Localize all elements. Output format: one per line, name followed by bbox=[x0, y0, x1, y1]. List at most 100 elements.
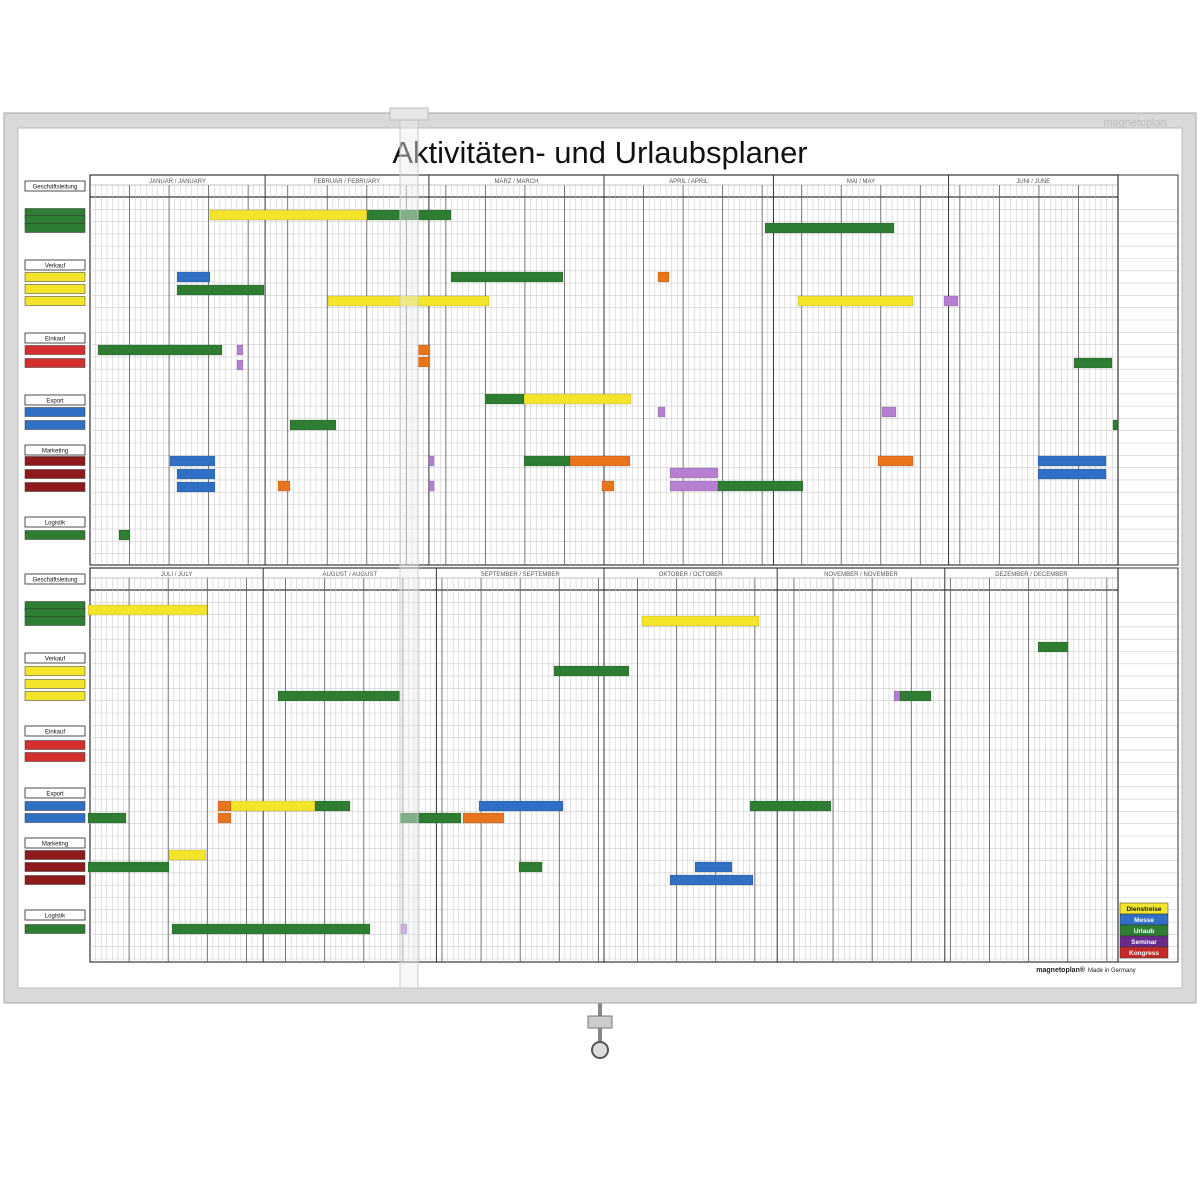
magnet-strip bbox=[893, 690, 901, 702]
magnet-strip bbox=[428, 455, 435, 467]
month-label: JUNI / JUNE bbox=[1016, 179, 1050, 185]
magnet-strip bbox=[314, 800, 351, 812]
magnet-strip bbox=[277, 480, 291, 492]
magnet-strip bbox=[877, 455, 914, 467]
magnet-strip bbox=[217, 812, 232, 824]
magnet-strip bbox=[400, 923, 408, 935]
title: Aktivitäten- und Urlaubsplaner bbox=[392, 135, 807, 170]
department-label: Export bbox=[46, 399, 64, 405]
magnet-strip bbox=[462, 812, 505, 824]
magnet-strip bbox=[899, 690, 932, 702]
person-tag bbox=[24, 801, 86, 811]
person-tag bbox=[24, 530, 86, 540]
department-label: Logistik bbox=[45, 914, 66, 920]
magnet-strip bbox=[168, 849, 207, 861]
person-tag bbox=[24, 215, 86, 225]
magnet-strip bbox=[657, 406, 666, 418]
person-tag bbox=[24, 223, 86, 233]
magnet-strip bbox=[327, 295, 490, 307]
person-tag bbox=[24, 456, 86, 466]
magnet-strip bbox=[669, 467, 719, 479]
department-label: Einkauf bbox=[45, 337, 65, 343]
magnet-strip bbox=[87, 812, 127, 824]
month-label: MÄRZ / MARCH bbox=[494, 178, 538, 185]
ruler bbox=[399, 109, 419, 989]
magnet-strip bbox=[289, 419, 337, 431]
person-tag bbox=[24, 666, 86, 676]
magnet-strip bbox=[176, 271, 211, 283]
person-tag bbox=[24, 420, 86, 430]
month-label: AUGUST / AUGUST bbox=[323, 572, 378, 578]
magnet-strip bbox=[217, 800, 232, 812]
magnet-strip bbox=[523, 393, 632, 405]
magnet-strip bbox=[176, 481, 216, 493]
ruler-top bbox=[389, 107, 429, 121]
magnet-strip bbox=[523, 455, 571, 467]
footer-origin: Made in Germany bbox=[1088, 968, 1136, 974]
person-tag bbox=[24, 924, 86, 934]
magnet-strip bbox=[236, 359, 244, 371]
magnet-strip bbox=[717, 480, 804, 492]
magnet-strip bbox=[1037, 455, 1107, 467]
department-label: Geschäftsleitung bbox=[33, 185, 78, 191]
magnet-strip bbox=[1073, 357, 1113, 369]
person-tag bbox=[24, 740, 86, 750]
footer-brand: magnetoplan® bbox=[1036, 966, 1086, 974]
person-tag bbox=[24, 358, 86, 368]
person-tag bbox=[24, 875, 86, 885]
department-tag bbox=[24, 725, 86, 737]
department-label: Marketing bbox=[42, 449, 68, 455]
month-label: MAI / MAY bbox=[847, 179, 875, 185]
person-tag bbox=[24, 691, 86, 701]
legend-swatch bbox=[1119, 946, 1169, 959]
magnet-strip bbox=[87, 861, 170, 873]
magnet-strip bbox=[553, 665, 630, 677]
person-tag bbox=[24, 469, 86, 479]
magnet-strip bbox=[749, 800, 832, 812]
magnet-strip bbox=[1037, 641, 1069, 653]
department-tag bbox=[24, 332, 86, 344]
person-tag bbox=[24, 616, 86, 626]
department-label: Marketing bbox=[42, 842, 68, 848]
person-tag bbox=[24, 862, 86, 872]
magnet-strip bbox=[87, 604, 208, 616]
department-tag bbox=[24, 259, 86, 271]
magnet-strip bbox=[236, 344, 244, 356]
month-label: SEPTEMBER / SEPTEMBER bbox=[481, 572, 561, 578]
department-label: Geschäftsleitung bbox=[33, 578, 78, 584]
person-tag bbox=[24, 608, 86, 618]
department-tag bbox=[24, 444, 86, 456]
magnet-strip bbox=[169, 455, 216, 467]
grid: JANUAR / JANUARY FEBRUAR / FEBRUARY MÄRZ /… bbox=[24, 174, 1179, 963]
department-tag bbox=[24, 180, 86, 192]
department-label: Export bbox=[46, 792, 64, 798]
person-tag bbox=[24, 345, 86, 355]
legend-label: Urlaub bbox=[1134, 928, 1155, 935]
legend-label: Kongress bbox=[1129, 950, 1159, 957]
person-tag bbox=[24, 752, 86, 762]
magnet-strip bbox=[641, 615, 760, 627]
magnet-strip bbox=[176, 468, 216, 480]
magnet-strip bbox=[478, 800, 564, 812]
magnet-strip bbox=[450, 271, 564, 283]
magnet-strip bbox=[428, 480, 435, 492]
magnet-strip bbox=[694, 861, 733, 873]
magnet-strip bbox=[176, 284, 265, 296]
magnet-strip bbox=[518, 861, 543, 873]
person-tag bbox=[24, 407, 86, 417]
month-label: APRIL / APRIL bbox=[669, 179, 709, 185]
magnet-strip bbox=[484, 393, 525, 405]
magnet-strip bbox=[943, 295, 959, 307]
department-label: Verkauf bbox=[45, 264, 66, 270]
person-tag bbox=[24, 813, 86, 823]
department-tag bbox=[24, 787, 86, 799]
department-label: Logistik bbox=[45, 521, 66, 527]
hanger-clip bbox=[587, 1015, 613, 1029]
department-tag bbox=[24, 909, 86, 921]
department-label: Einkauf bbox=[45, 730, 65, 736]
side-column bbox=[1117, 567, 1179, 963]
month-label: OKTOBER / OCTOBER bbox=[659, 572, 723, 578]
person-tag bbox=[24, 679, 86, 689]
magnet-strip bbox=[657, 271, 670, 283]
